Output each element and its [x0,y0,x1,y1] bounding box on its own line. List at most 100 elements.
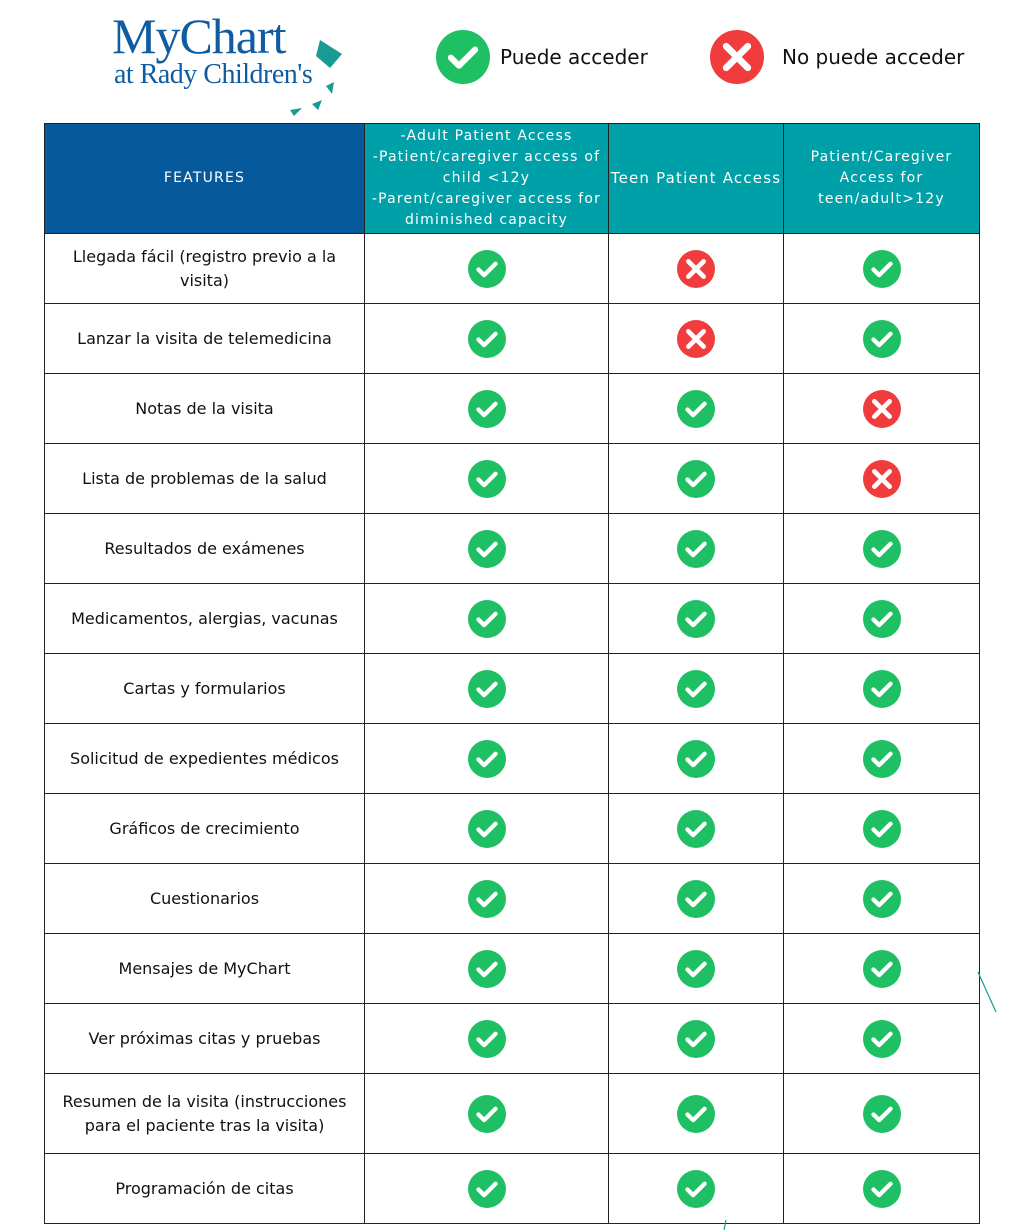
table-row: Cartas y formularios [44,653,980,724]
access-cell [783,793,980,864]
check-icon [467,249,506,288]
access-cell [783,513,980,584]
check-icon [862,739,901,778]
logo-line1: MyChart [112,8,287,64]
access-cell [608,933,784,1004]
check-icon [862,599,901,638]
legend-yes-label: Puede acceder [500,45,648,69]
access-cell [783,583,980,654]
check-icon [677,529,715,568]
x-icon [677,319,715,358]
table-row: Solicitud de expedientes médicos [44,723,980,794]
access-cell [364,863,609,934]
check-icon [467,459,506,498]
access-cell [783,1153,980,1224]
table-row: Ver próximas citas y pruebas [44,1003,980,1074]
table-row: Gráficos de crecimiento [44,793,980,864]
table-row: Notas de la visita [44,373,980,444]
access-cell [783,303,980,374]
check-icon [467,529,506,568]
feature-name: Resumen de la visita (instrucciones para… [44,1073,365,1154]
access-cell [783,1073,980,1154]
check-icon [862,809,901,848]
access-cell [783,933,980,1004]
access-cell [364,303,609,374]
check-icon [467,739,506,778]
table-row: Programación de citas [44,1153,980,1224]
check-icon [467,1019,506,1058]
table-row: Cuestionarios [44,863,980,934]
logo-line2: at Rady Children's [114,59,313,90]
check-icon [677,1169,715,1208]
table-row: Llegada fácil (registro previo a la visi… [44,233,980,304]
feature-name: Solicitud de expedientes médicos [44,723,365,794]
access-cell [608,1003,784,1074]
access-cell [608,653,784,724]
access-cell [608,793,784,864]
feature-name: Cuestionarios [44,863,365,934]
mychart-logo: MyChart at Rady Children's [112,8,362,118]
access-cell [364,373,609,444]
check-icon [677,809,715,848]
check-icon [862,949,901,988]
table-row: Resultados de exámenes [44,513,980,584]
table-row: Medicamentos, alergias, vacunas [44,583,980,654]
check-icon [677,739,715,778]
check-icon [862,529,901,568]
access-cell [608,863,784,934]
check-icon [862,669,901,708]
decorative-line [977,971,997,1013]
check-icon [436,30,490,84]
access-cell [364,513,609,584]
kite-icon [290,40,342,116]
access-cell [608,1073,784,1154]
x-icon [862,389,901,428]
feature-name: Resultados de exámenes [44,513,365,584]
table-row: Mensajes de MyChart [44,933,980,1004]
access-cell [608,723,784,794]
access-cell [783,443,980,514]
column-header: FEATURES [44,123,365,234]
feature-name: Llegada fácil (registro previo a la visi… [44,233,365,304]
check-icon [467,599,506,638]
check-icon [677,459,715,498]
features-table: FEATURES -Adult Patient Access -Patient/c… [44,123,980,1224]
feature-name: Medicamentos, alergias, vacunas [44,583,365,654]
access-cell [364,1003,609,1074]
check-icon [862,879,901,918]
check-icon [467,949,506,988]
access-cell [783,233,980,304]
access-cell [364,443,609,514]
check-icon [467,669,506,708]
legend-no-label: No puede acceder [782,45,965,69]
access-cell [608,583,784,654]
column-header: -Adult Patient Access -Patient/caregiver… [364,123,609,234]
check-icon [467,1094,506,1133]
access-cell [364,583,609,654]
check-icon [677,389,715,428]
legend-no: No puede acceder [710,30,964,84]
access-cell [783,373,980,444]
access-cell [364,1153,609,1224]
access-cell [608,443,784,514]
access-cell [783,863,980,934]
access-cell [364,933,609,1004]
check-icon [862,1094,901,1133]
check-icon [467,809,506,848]
feature-name: Cartas y formularios [44,653,365,724]
access-cell [783,1003,980,1074]
feature-name: Lista de problemas de la salud [44,443,365,514]
check-icon [677,949,715,988]
check-icon [467,879,506,918]
column-header: Patient/Caregiver Access for teen/adult>… [783,123,980,234]
access-cell [608,1153,784,1224]
legend-yes: Puede acceder [436,30,648,84]
check-icon [862,1169,901,1208]
access-cell [364,233,609,304]
feature-name: Lanzar la visita de telemedicina [44,303,365,374]
x-icon [862,459,901,498]
check-icon [677,1019,715,1058]
check-icon [467,319,506,358]
check-icon [467,389,506,428]
column-header: Teen Patient Access [608,123,784,234]
